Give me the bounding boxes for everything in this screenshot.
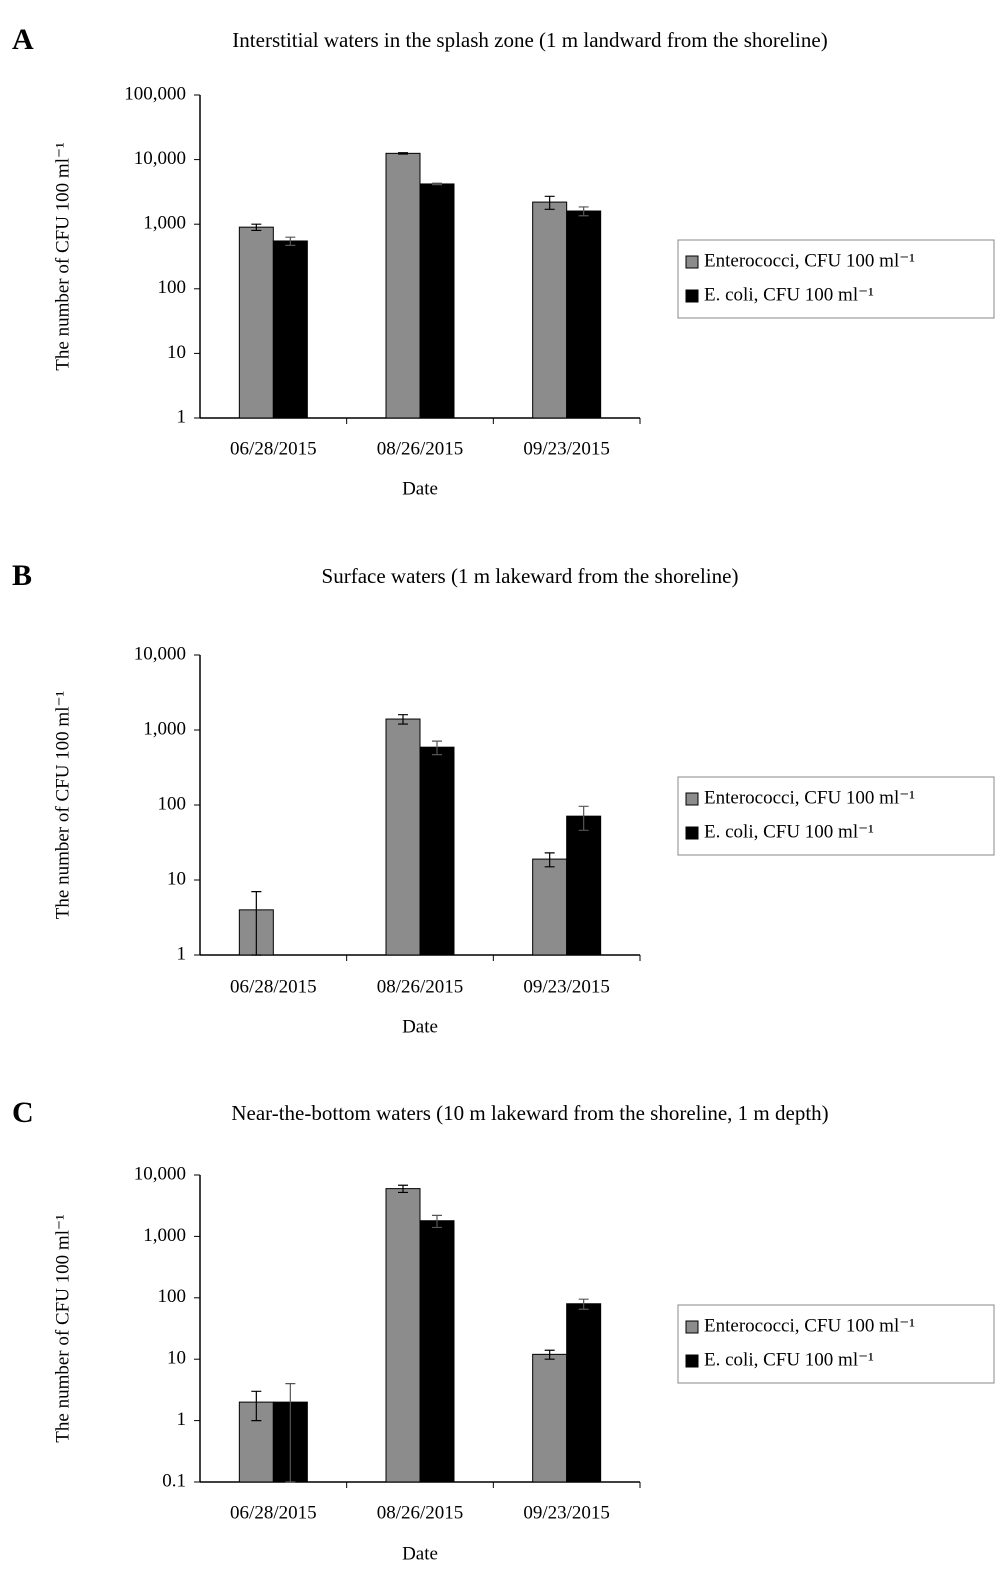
legend-label: E. coli, CFU 100 ml⁻¹ [704,821,874,842]
x-tick-label: 09/23/2015 [523,1502,610,1523]
legend-box [677,1304,995,1384]
error-bar [432,182,442,186]
x-axis-label: Date [402,1543,438,1564]
bar [385,152,421,419]
legend-swatch [685,1354,699,1368]
bar [272,240,308,419]
x-tick-label: 06/28/2015 [230,438,317,459]
legend-label: E. coli, CFU 100 ml⁻¹ [704,284,874,305]
y-tick-label: 10 [167,868,186,889]
error-bar [251,1390,262,1422]
legend-label: E. coli, CFU 100 ml⁻¹ [704,1349,874,1370]
x-tick-label: 09/23/2015 [523,976,610,997]
panel-label: B [12,559,32,592]
bar [566,210,602,419]
error-bar [285,236,296,246]
legend-swatch [685,826,699,840]
y-tick-label: 10,000 [134,1163,186,1184]
bar [532,858,568,956]
error-bar [285,1383,296,1483]
y-axis-label: The number of CFU 100 ml⁻¹ [52,142,73,371]
legend-label: Enterococci, CFU 100 ml⁻¹ [704,787,915,808]
bar [566,1303,602,1483]
y-tick-label: 1 [177,943,187,964]
x-tick-label: 06/28/2015 [230,976,317,997]
error-bar [544,195,555,210]
bar [532,201,568,419]
bar [419,746,455,956]
legend-swatch [685,1320,699,1334]
chart-title: Near-the-bottom waters (10 m lakeward fr… [231,1101,828,1125]
legend-swatch [685,289,699,303]
x-tick-label: 09/23/2015 [523,438,610,459]
chart-title: Interstitial waters in the splash zone (… [232,28,827,52]
error-bar [398,714,408,725]
y-tick-label: 10,000 [134,148,186,169]
x-axis-label: Date [402,1016,438,1037]
legend-box [677,239,995,319]
y-axis-label: The number of CFU 100 ml⁻¹ [52,1214,73,1443]
x-tick-label: 06/28/2015 [230,1502,317,1523]
chart-title: Surface waters (1 m lakeward from the sh… [322,564,739,588]
legend-label: Enterococci, CFU 100 ml⁻¹ [704,250,915,271]
bar [532,1353,568,1483]
bar [419,183,455,419]
x-tick-label: 08/26/2015 [377,1502,464,1523]
error-bar [544,1349,555,1360]
y-tick-label: 10,000 [134,643,186,664]
error-bar [251,223,262,232]
error-bar [578,1298,589,1310]
x-axis-label: Date [402,478,438,499]
error-bar [578,805,589,831]
error-bar [544,852,555,868]
bar [419,1220,455,1483]
error-bar [398,1184,408,1194]
y-tick-label: 100,000 [124,83,186,104]
y-tick-label: 100 [158,277,187,298]
error-bar [432,1214,442,1229]
y-tick-label: 1 [177,1409,187,1430]
error-bar [432,740,442,756]
error-bar [578,206,589,217]
y-tick-label: 1 [177,406,187,427]
legend-swatch [685,255,699,269]
y-tick-label: 100 [158,1286,187,1307]
y-tick-label: 1,000 [143,1225,186,1246]
bar [385,1188,421,1483]
y-tick-label: 0.1 [162,1470,186,1491]
bar [238,226,274,419]
bar [566,815,602,956]
error-bar [398,152,408,155]
legend-box [677,776,995,856]
y-tick-label: 100 [158,793,187,814]
bar [385,718,421,956]
panel-label: A [12,23,34,56]
legend-swatch [685,792,699,806]
x-tick-label: 08/26/2015 [377,438,464,459]
error-bar [251,891,262,956]
y-tick-label: 10 [167,342,186,363]
legend-label: Enterococci, CFU 100 ml⁻¹ [704,1315,915,1336]
y-tick-label: 1,000 [143,213,186,234]
y-axis-label: The number of CFU 100 ml⁻¹ [52,691,73,920]
panel-label: C [12,1096,34,1129]
y-tick-label: 1,000 [143,718,186,739]
x-tick-label: 08/26/2015 [377,976,464,997]
y-tick-label: 10 [167,1348,186,1369]
